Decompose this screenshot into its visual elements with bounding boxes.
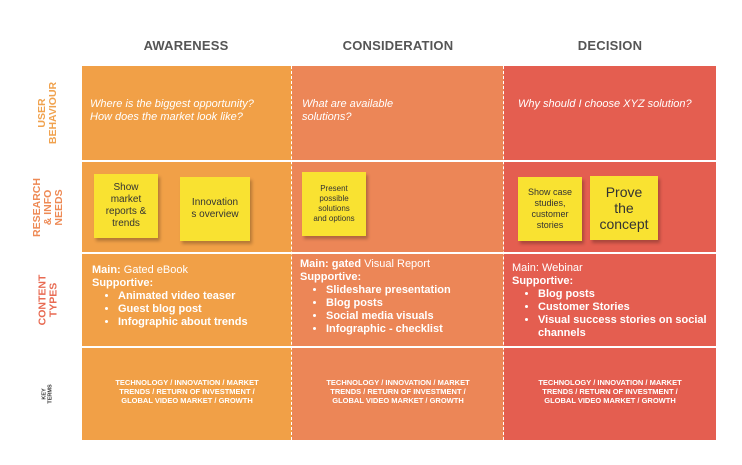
- list-item: Customer Stories: [538, 301, 712, 314]
- consideration-main: Main: gated Visual Report: [300, 258, 431, 270]
- decision-content-types: Main: Webinar Supportive: Blog posts Cus…: [512, 262, 712, 340]
- consideration-question: What are available solutions?: [302, 98, 394, 123]
- row-divider: [82, 252, 716, 254]
- decision-supportive-list: Blog posts Customer Stories Visual succe…: [512, 288, 712, 340]
- list-item: Infographic about trends: [118, 316, 288, 329]
- list-item: Visual success stories on social channel…: [538, 314, 712, 340]
- column-divider: [291, 66, 292, 440]
- consideration-supportive-label: Supportive:: [300, 271, 362, 283]
- list-item: Infographic - checklist: [326, 323, 500, 336]
- sticky-note-present-solutions: Present possible solutions and options: [302, 172, 366, 236]
- row-divider: [82, 160, 716, 162]
- list-item: Blog posts: [326, 297, 500, 310]
- awareness-key-terms: TECHNOLOGY / INNOVATION / MARKET TRENDS …: [115, 378, 259, 405]
- sticky-note-prove-concept: Prove the concept: [590, 176, 658, 240]
- sticky-note-innovations-overview: Innovation s overview: [180, 177, 250, 241]
- decision-key-terms: TECHNOLOGY / INNOVATION / MARKET TRENDS …: [538, 378, 682, 405]
- awareness-supportive-label: Supportive:: [92, 277, 154, 289]
- consideration-content-types: Main: gated Visual Report Supportive: Sl…: [300, 258, 500, 336]
- decision-main: Main: Webinar: [512, 262, 583, 274]
- column-divider: [503, 66, 504, 440]
- sticky-note-case-studies: Show case studies, customer stories: [518, 177, 582, 241]
- awareness-content-types: Main: Gated eBook Supportive: Animated v…: [92, 264, 288, 329]
- row-label-research-info-needs: RESEARCH & INFO NEEDS: [30, 177, 65, 237]
- awareness-supportive-list: Animated video teaser Guest blog post In…: [92, 290, 288, 329]
- awareness-question: Where is the biggest opportunity? How do…: [90, 98, 254, 123]
- decision-supportive-label: Supportive:: [512, 275, 574, 287]
- list-item: Animated video teaser: [118, 290, 288, 303]
- row-divider: [82, 346, 716, 348]
- header-consideration: CONSIDERATION: [342, 38, 454, 53]
- row-label-user-behaviour: USER BEHAVIOUR: [36, 81, 60, 145]
- decision-question: Why should I choose XYZ solution?: [518, 98, 692, 110]
- header-awareness: AWARENESS: [143, 38, 229, 53]
- row-label-content-types: CONTENT TYPES: [36, 274, 59, 326]
- consideration-supportive-list: Slideshare presentation Blog posts Socia…: [300, 284, 500, 336]
- consideration-key-terms: TECHNOLOGY / INNOVATION / MARKET TRENDS …: [326, 378, 470, 405]
- header-decision: DECISION: [577, 38, 643, 53]
- list-item: Guest blog post: [118, 303, 288, 316]
- list-item: Social media visuals: [326, 310, 500, 323]
- sticky-note-market-reports: Show market reports & trends: [94, 174, 158, 238]
- awareness-main: Main: Gated eBook: [92, 264, 189, 276]
- list-item: Slideshare presentation: [326, 284, 500, 297]
- list-item: Blog posts: [538, 288, 712, 301]
- row-label-key-terms: KEY TERMS: [42, 384, 54, 404]
